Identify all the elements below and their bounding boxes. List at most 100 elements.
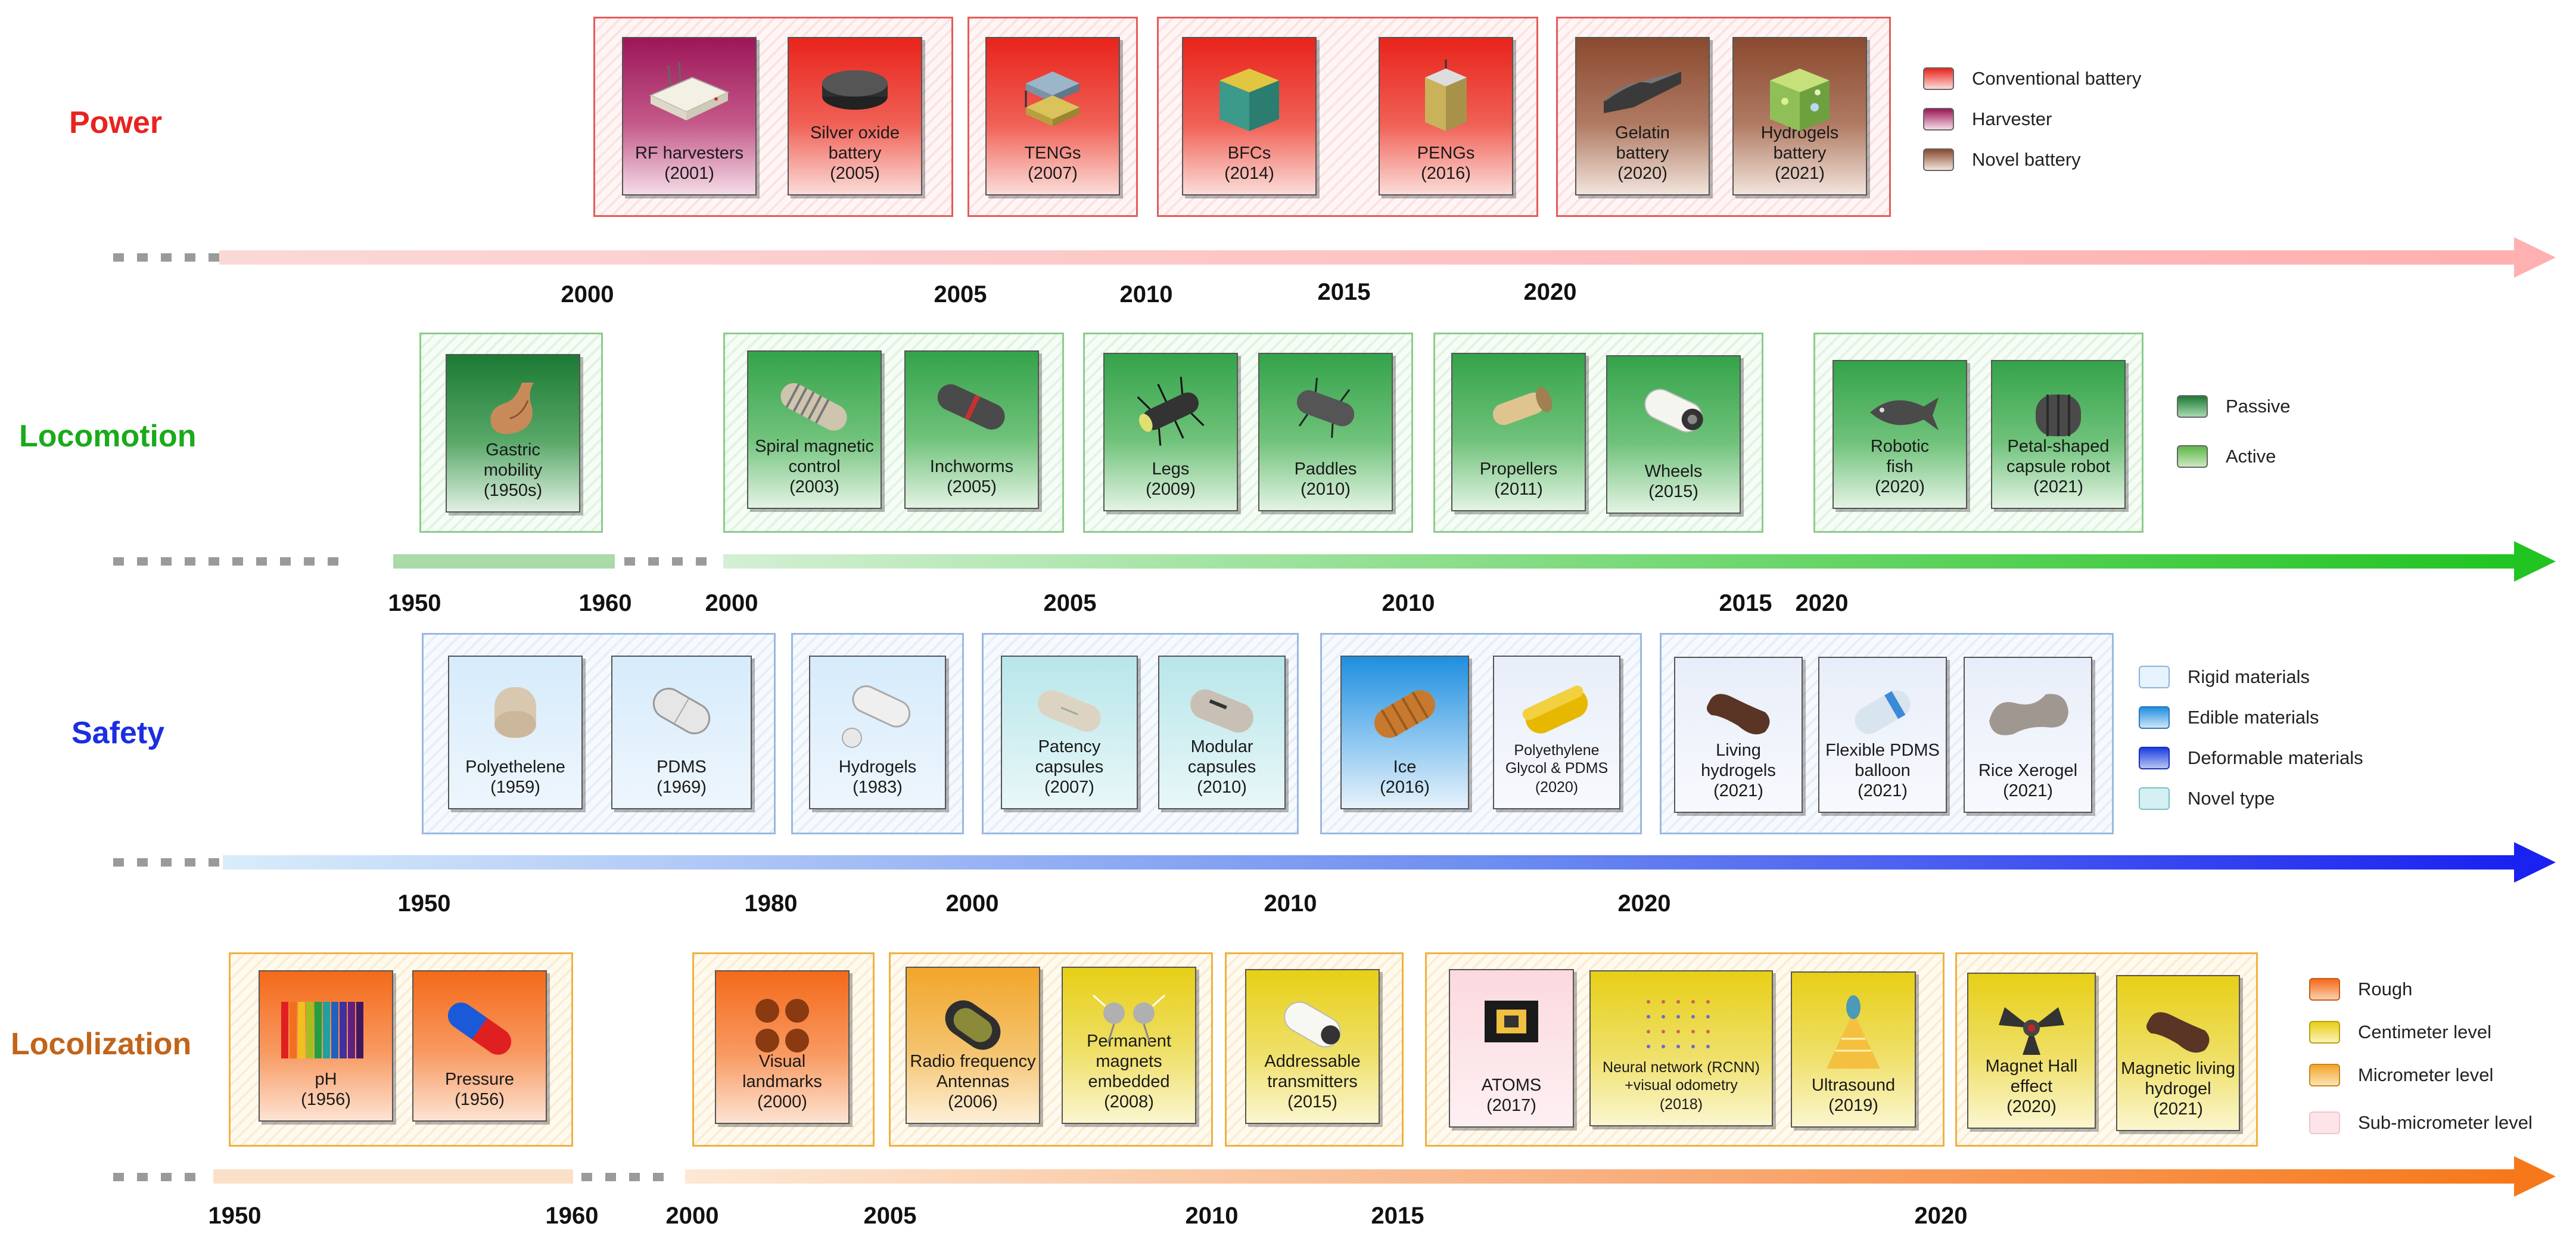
card-year: (1969) [657,778,707,797]
card-name: Flexible PDMS balloon [1825,741,1940,780]
card-year: (2005) [830,164,880,183]
timeline-year: 2010 [1264,890,1317,917]
beige-capsule-icon [494,687,536,738]
legend-label: Edible materials [2188,707,2319,728]
gelatin-film-icon [1604,72,1681,113]
localization-card: Visual landmarks (2000) [715,970,850,1124]
magnetic-hydrogel-icon [2146,1012,2210,1053]
paddle-capsule-icon [1296,377,1355,438]
timeline-year: 2020 [1617,890,1671,917]
localization-card: Pressure (1956) [412,970,547,1122]
locomotion-card: Wheels (2015) [1606,355,1741,514]
card-year: (2014) [1224,164,1274,183]
legend-label: Novel battery [1972,149,2081,170]
locomotion-card: Inchworms (2005) [904,350,1039,509]
legend-item: Micrometer level [2309,1062,2493,1088]
timeline-year: 2005 [934,281,987,308]
card-year: (2021) [2153,1100,2203,1119]
card-year: (1959) [490,778,540,797]
card-year: (2007) [1028,164,1078,183]
propeller-capsule-icon [1492,387,1553,426]
legend-item: Novel type [2139,785,2275,812]
card-name: Petal-shaped capsule robot [2006,437,2111,476]
card-name: Permanent magnets embedded [1087,1032,1171,1091]
card-name: Neural network (RCNN) +visual odometry [1603,1059,1760,1094]
card-year: (2020) [1875,477,1925,496]
legend-swatch [2177,395,2208,418]
safety-card: Polyethelene (1959) [448,656,583,809]
legend-swatch [2309,1021,2340,1044]
card-name: Legs [1152,459,1190,479]
legend-swatch [1923,108,1954,131]
legend-swatch [2309,978,2340,1001]
magnets-icon [1092,994,1166,1044]
card-name: Visual landmarks [742,1052,822,1091]
power-card: BFCs (2014) [1182,37,1317,195]
legend-swatch [2139,706,2170,729]
timeline-dots [113,858,219,867]
card-year: (1956) [301,1090,351,1109]
timeline-year: 2015 [1317,279,1371,305]
legend-item: Rigid materials [2139,664,2310,690]
timeline-year: 2000 [561,281,614,308]
chip-icon [1485,1001,1538,1042]
legend-label: Rigid materials [2188,666,2310,687]
card-name: Spiral magnetic control [755,437,874,476]
card-year: (1983) [853,778,903,797]
legend-swatch [2177,445,2208,468]
localization-timeline-bar [213,1169,573,1184]
timeline-year: 1950 [208,1203,262,1229]
bfc-cube-icon [1219,69,1279,131]
legend-label: Deformable materials [2188,747,2363,768]
legend-item: Harvester [1923,106,2052,132]
card-name: Pressure [444,1070,515,1089]
timeline-year: 2020 [1914,1203,1968,1229]
card-name: Polyethylene Glycol & PDMS [1505,742,1609,777]
card-name: Hydrogels [838,757,917,777]
card-year: (2010) [1301,480,1351,499]
legend-swatch [2139,787,2170,810]
legend-item: Centimeter level [2309,1019,2491,1045]
living-hydrogel-icon [1706,694,1770,735]
locomotion-card: Gastric mobility (1950s) [446,354,580,513]
card-name: Polyethelene [465,757,565,777]
safety-timeline-arrowhead [2514,842,2556,883]
robotic-fish-icon [1870,398,1939,430]
section-label-safety: Safety [71,716,165,750]
localization-timeline-arrowhead [2514,1156,2556,1197]
safety-card: PDMS (1969) [611,656,752,809]
spiral-capsule-icon [780,383,847,431]
card-name: Gelatin battery [1615,123,1670,163]
legend-label: Sub-micrometer level [2358,1112,2533,1133]
locomotion-timeline-bar [393,554,615,569]
legend-item: Sub-micrometer level [2309,1110,2533,1136]
card-year: (2021) [2033,477,2083,496]
card-year: (1950s) [483,481,543,500]
section-label-locomotion: Locomotion [19,419,197,454]
card-year: (2016) [1380,778,1430,797]
card-name: PDMS [657,757,707,777]
power-card: Silver oxide battery (2005) [788,37,922,195]
card-name: Wheels [1644,462,1703,481]
power-card: PENGs (2016) [1379,37,1513,195]
timeline-year: 2000 [705,590,758,616]
card-name: Addressable transmitters [1264,1052,1361,1091]
card-year: (2007) [1044,778,1094,797]
card-name: Radio frequency Antennas [910,1052,1036,1091]
safety-card: Polyethylene Glycol & PDMS (2020) [1493,656,1620,809]
card-year: (2003) [789,477,839,496]
card-name: Propellers [1479,459,1558,479]
legend-item: Passive [2177,393,2291,420]
timeline-year: 2010 [1119,281,1173,308]
card-year: (2018) [1659,1096,1703,1113]
legend-label: Novel type [2188,788,2275,809]
power-card: TENGs (2007) [985,37,1120,195]
rice-xerogel-icon [1989,694,2068,735]
safety-card: Rice Xerogel (2021) [1964,657,2092,813]
antenna-capsule-icon [945,1000,1001,1050]
timeline-year: 2020 [1795,590,1849,616]
localization-card: Permanent magnets embedded (2008) [1062,967,1196,1124]
legend-item: Novel battery [1923,147,2081,173]
card-year: (2020) [1617,164,1667,183]
yellow-capsule-icon [1522,685,1588,734]
